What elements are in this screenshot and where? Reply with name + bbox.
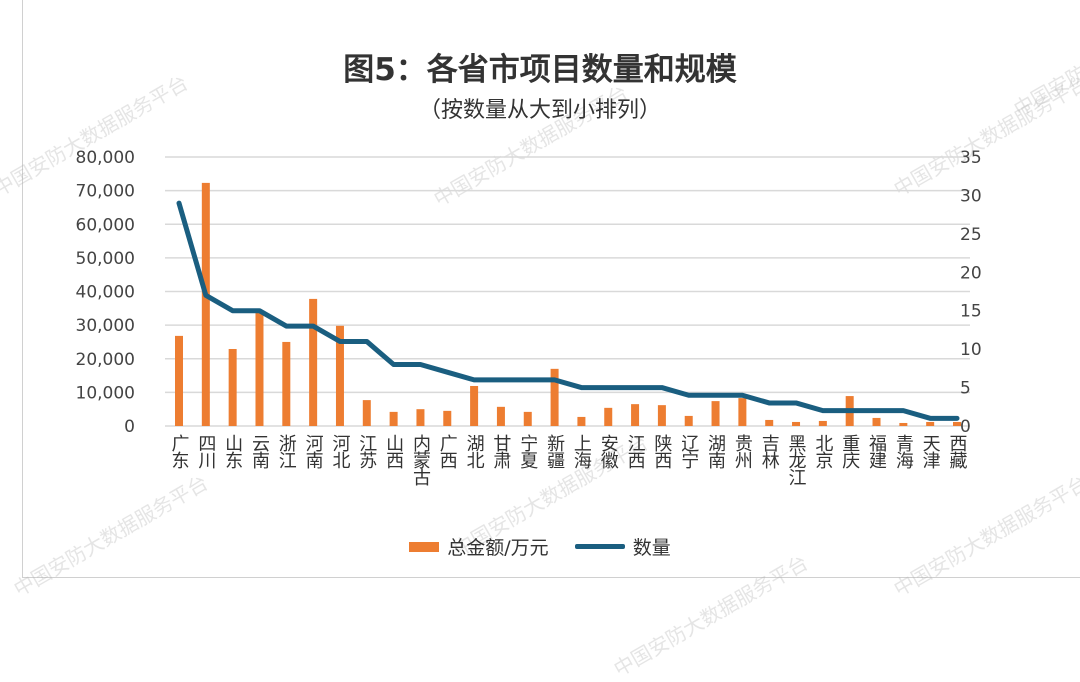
x-tick-label: 内蒙古 [410, 434, 431, 486]
bar [873, 418, 881, 426]
x-tick-label: 上海 [571, 434, 592, 469]
x-tick-label: 山东 [222, 434, 243, 469]
x-tick-label: 天津 [920, 434, 941, 469]
bar [926, 422, 934, 426]
y-left-tick-label: 40,000 [76, 283, 135, 303]
x-tick-label: 广西 [437, 434, 458, 469]
x-tick-label: 陕西 [651, 434, 672, 469]
bar [470, 386, 478, 426]
x-tick-label: 湖南 [705, 434, 726, 469]
bar [363, 400, 371, 426]
y-right-tick-label: 5 [960, 379, 971, 399]
bar [765, 420, 773, 426]
bar [577, 417, 585, 426]
bar [175, 336, 183, 426]
x-tick-label: 黑龙江 [786, 434, 807, 486]
bar [685, 416, 693, 426]
y-left-tick-label: 60,000 [76, 215, 135, 235]
legend-label: 数量 [633, 533, 671, 560]
bar [819, 421, 827, 426]
x-tick-label: 四川 [195, 434, 216, 469]
bar [953, 422, 961, 426]
y-left-tick-label: 50,000 [76, 249, 135, 269]
x-tick-label: 宁夏 [517, 434, 538, 469]
legend-item-count: 数量 [575, 533, 671, 560]
legend-item-amount: 总金额/万元 [409, 533, 548, 560]
y-right-tick-label: 15 [960, 302, 982, 322]
y-left-tick-label: 30,000 [76, 316, 135, 336]
x-tick-label: 贵州 [732, 434, 753, 469]
legend: 总金额/万元 数量 [0, 533, 1080, 560]
bar [712, 401, 720, 426]
x-tick-label: 新疆 [544, 434, 565, 469]
x-tick-label: 西藏 [947, 434, 968, 470]
y-left-tick-label: 10,000 [76, 383, 135, 403]
x-tick-label: 江苏 [356, 434, 377, 469]
y-left-tick-label: 20,000 [76, 350, 135, 370]
y-left-tick-label: 70,000 [76, 182, 135, 202]
y-right-tick-label: 10 [960, 340, 982, 360]
x-tick-label: 浙江 [276, 434, 297, 469]
x-tick-label: 云南 [249, 434, 270, 469]
x-tick-label: 甘肃 [490, 434, 511, 469]
bar [497, 407, 505, 426]
bar [524, 412, 532, 426]
bar [658, 405, 666, 426]
x-tick-label: 福建 [866, 434, 887, 469]
legend-line-swatch [575, 544, 625, 549]
bar [899, 423, 907, 426]
y-left-tick-label: 80,000 [76, 148, 135, 168]
y-right-tick-label: 20 [960, 263, 982, 283]
combo-chart: 0 10,000 20,000 30,000 40,000 50,000 60,000 70,… [0, 0, 1080, 584]
x-tick-label: 湖北 [464, 434, 485, 469]
y-right-tick-label: 35 [960, 148, 982, 168]
bar [416, 409, 424, 426]
x-tick-label: 安徽 [598, 434, 619, 469]
legend-label: 总金额/万元 [447, 533, 548, 560]
x-tick-label: 江西 [625, 434, 646, 469]
bar [390, 412, 398, 426]
y-right-tick-label: 30 [960, 186, 982, 206]
count-line [179, 203, 957, 418]
bar [792, 422, 800, 426]
bar [631, 404, 639, 426]
bar [202, 183, 210, 426]
x-tick-label: 河北 [329, 434, 350, 469]
x-tick-label: 河南 [303, 434, 324, 469]
legend-bar-swatch [409, 542, 439, 552]
x-tick-label: 青海 [893, 434, 914, 469]
bar [309, 299, 317, 426]
bar [229, 349, 237, 426]
bar [443, 411, 451, 426]
bar [255, 312, 263, 426]
x-tick-label: 吉林 [759, 434, 780, 469]
bar [604, 408, 612, 426]
y-left-tick-label: 0 [124, 417, 135, 437]
x-tick-label: 山西 [383, 434, 404, 469]
y-right-tick-label: 25 [960, 225, 982, 245]
bar [738, 398, 746, 426]
x-tick-label: 北京 [812, 434, 833, 470]
x-tick-label: 辽宁 [678, 434, 699, 469]
x-tick-label: 重庆 [839, 434, 860, 469]
bar [282, 342, 290, 426]
x-tick-label: 广东 [169, 434, 190, 469]
